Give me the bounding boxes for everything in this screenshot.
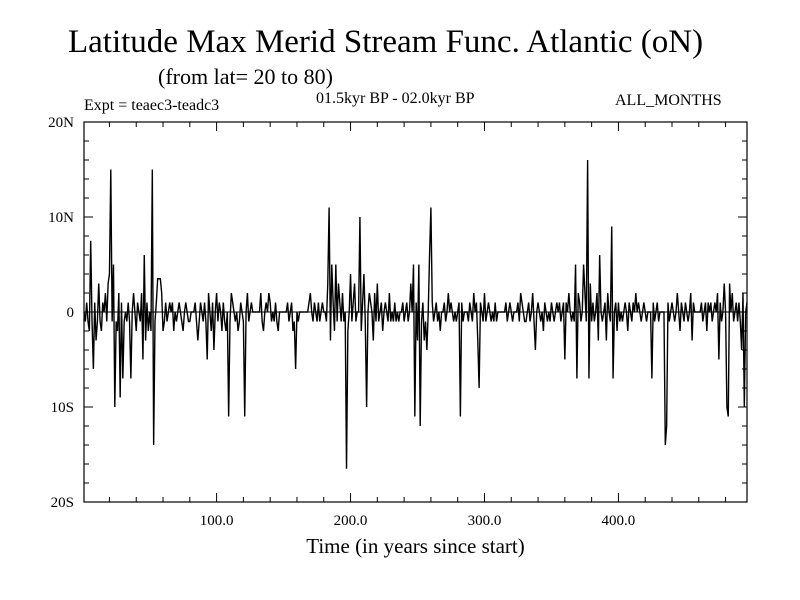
x-tick-labels: 100.0 200.0 300.0 400.0 xyxy=(200,513,636,529)
y-tick-label: 10N xyxy=(48,210,74,226)
x-tick-label: 100.0 xyxy=(200,513,234,529)
y-tick-label: 10S xyxy=(51,400,74,416)
y-tick-labels: 20S 10S 0 10N 20N xyxy=(48,115,74,511)
experiment-label: Expt = teaec3-teadc3 xyxy=(84,97,220,114)
x-axis-label: Time (in years since start) xyxy=(306,534,525,558)
plot-frame xyxy=(83,121,748,503)
months-label: ALL_MONTHS xyxy=(615,92,722,109)
y-tick-label: 20N xyxy=(48,115,74,131)
chart-subtitle: (from lat= 20 to 80) xyxy=(158,64,333,89)
y-tick-label: 20S xyxy=(51,495,74,511)
series-line xyxy=(83,159,748,469)
period-label: 01.5kyr BP - 02.0kyr BP xyxy=(316,90,475,107)
y-tick-label: 0 xyxy=(67,305,75,321)
x-tick-label: 400.0 xyxy=(602,513,636,529)
chart-title: Latitude Max Merid Stream Func. Atlantic… xyxy=(68,24,704,60)
x-tick-label: 200.0 xyxy=(334,513,368,529)
x-tick-label: 300.0 xyxy=(468,513,502,529)
